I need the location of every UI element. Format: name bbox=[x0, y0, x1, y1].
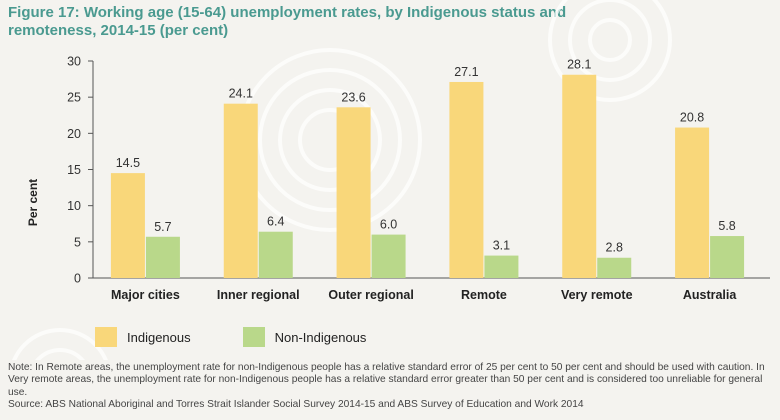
y-tick-label: 15 bbox=[67, 163, 81, 177]
x-tick-label: Remote bbox=[461, 288, 507, 302]
deco-circle-2-1 bbox=[12, 328, 108, 360]
source-text: Source: ABS National Aboriginal and Torr… bbox=[8, 398, 584, 410]
chart-title: Figure 17: Working age (15-64) unemploym… bbox=[8, 4, 567, 39]
y-axis-label: Per cent bbox=[26, 179, 40, 226]
note-text: Note: In Remote areas, the unemployment … bbox=[8, 362, 765, 398]
bar-non-indigenous bbox=[258, 231, 293, 278]
legend-item-non-indigenous: Non-Indigenous bbox=[242, 327, 367, 347]
value-label: 6.4 bbox=[267, 215, 284, 229]
y-tick-label: 30 bbox=[67, 55, 81, 69]
bar-non-indigenous bbox=[145, 236, 180, 278]
value-label: 24.1 bbox=[229, 87, 253, 101]
legend-label-indigenous: Indigenous bbox=[127, 329, 191, 345]
value-label: 3.1 bbox=[493, 239, 510, 253]
y-tick-label: 5 bbox=[74, 235, 81, 249]
x-tick-label: Major cities bbox=[111, 288, 180, 302]
bar-indigenous bbox=[336, 107, 371, 278]
chart-axes: 0 5 10 15 20 25 30 Per cent bbox=[26, 55, 770, 286]
bar-indigenous bbox=[223, 103, 258, 278]
chart-labels: 14.5 5.7 Major cities 24.1 6.4 Inner regional… bbox=[111, 58, 737, 302]
deco-circle-1-0 bbox=[588, 18, 632, 62]
x-tick-label: Outer regional bbox=[328, 288, 413, 302]
bar-non-indigenous bbox=[371, 234, 406, 278]
x-tick-label: Very remote bbox=[561, 288, 633, 302]
bar-non-indigenous bbox=[710, 236, 745, 278]
bar-indigenous bbox=[110, 173, 145, 278]
value-label: 5.7 bbox=[154, 220, 171, 234]
value-label: 20.8 bbox=[680, 111, 704, 125]
value-label: 23.6 bbox=[341, 90, 365, 104]
bar-non-indigenous bbox=[484, 255, 519, 278]
deco-circle-0-3 bbox=[238, 48, 422, 232]
deco-circle-0-1 bbox=[278, 88, 382, 192]
legend-item-indigenous: Indigenous bbox=[95, 327, 191, 347]
legend-label-non-indigenous: Non-Indigenous bbox=[274, 329, 367, 345]
y-tick-label: 10 bbox=[67, 199, 81, 213]
x-tick-label: Australia bbox=[683, 288, 738, 302]
value-label: 14.5 bbox=[116, 156, 140, 170]
value-label: 28.1 bbox=[567, 58, 591, 72]
legend-swatch-indigenous bbox=[95, 327, 117, 347]
notes: Note: In Remote areas, the unemployment … bbox=[8, 362, 776, 411]
legend-swatch-non-indigenous bbox=[242, 327, 265, 347]
bar-chart: 0 5 10 15 20 25 30 Per cent 14.5 5.7 Major cities… bbox=[12, 0, 770, 360]
value-label: 6.0 bbox=[380, 218, 397, 232]
deco-circle-0-2 bbox=[258, 68, 402, 212]
deco-circle-1-1 bbox=[568, 0, 652, 82]
background-decoration bbox=[12, 0, 672, 360]
bar-indigenous bbox=[675, 127, 710, 279]
deco-circle-1-2 bbox=[548, 0, 672, 102]
deco-circle-2-0 bbox=[35, 348, 85, 360]
bar-non-indigenous bbox=[597, 257, 632, 278]
bar-indigenous bbox=[562, 74, 597, 278]
bar-indigenous bbox=[449, 81, 484, 278]
value-label: 27.1 bbox=[454, 65, 478, 79]
value-label: 5.8 bbox=[718, 219, 735, 233]
chart-bars bbox=[110, 74, 745, 279]
x-tick-label: Inner regional bbox=[217, 288, 300, 302]
y-tick-label: 0 bbox=[74, 272, 81, 286]
y-tick-label: 20 bbox=[67, 127, 81, 141]
value-label: 2.8 bbox=[606, 241, 623, 255]
y-tick-label: 25 bbox=[67, 91, 81, 105]
legend: Indigenous Non-Indigenous bbox=[95, 327, 366, 347]
